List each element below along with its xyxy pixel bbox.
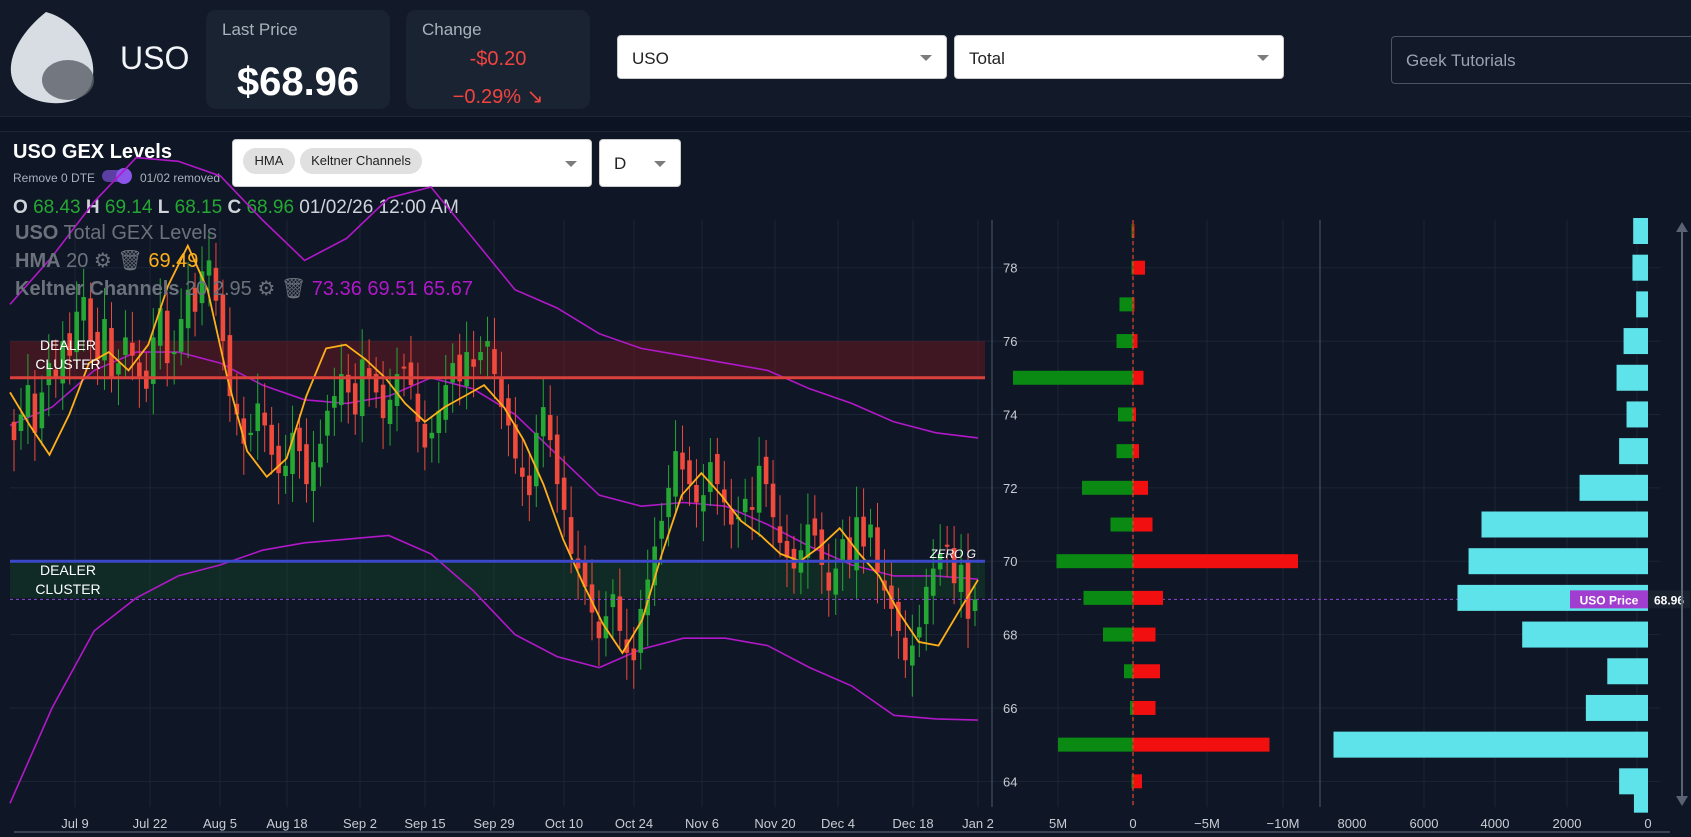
symbol-select-value: USO — [632, 49, 669, 68]
indicator-chip-keltner[interactable]: Keltner Channels — [300, 148, 422, 174]
chevron-down-icon — [1257, 55, 1269, 61]
gex-type-select-value: Total — [969, 49, 1005, 68]
toggle-label: Remove 0 DTE — [13, 171, 96, 185]
last-price-value: $68.96 — [236, 60, 360, 104]
removed-label: 01/02 removed — [140, 171, 221, 185]
brand-input-value: Geek Tutorials — [1406, 51, 1516, 70]
chevron-down-icon — [654, 161, 666, 167]
change-label: Change — [422, 20, 482, 39]
app-logo — [10, 12, 94, 104]
gex-panel — [0, 131, 1691, 837]
timeframe-select[interactable]: D — [599, 139, 681, 187]
ticker-symbol: USO — [120, 40, 190, 76]
trend-down-icon: ↘ — [526, 86, 544, 108]
remove-0dte-toggle[interactable] — [102, 168, 132, 184]
change-percent: −0.29% ↘ — [452, 86, 544, 108]
gex-type-select[interactable]: Total — [954, 35, 1284, 79]
symbol-select[interactable]: USO — [617, 35, 947, 79]
chevron-down-icon — [920, 55, 932, 61]
chevron-down-icon — [565, 161, 577, 167]
change-value: -$0.20 — [469, 48, 527, 70]
indicator-chip-hma[interactable]: HMA — [243, 148, 295, 174]
panel-title: USO GEX Levels — [13, 141, 172, 163]
ohlc-readout: O 68.43 H 69.14 L 68.15 C 68.96 01/02/26… — [13, 197, 459, 218]
last-price-card: Last Price $68.96 — [206, 10, 390, 109]
last-price-label: Last Price — [222, 20, 298, 39]
change-card: Change -$0.20 −0.29% ↘ — [406, 10, 590, 109]
brand-input[interactable]: Geek Tutorials — [1391, 36, 1691, 84]
timeframe-select-value: D — [614, 154, 627, 173]
